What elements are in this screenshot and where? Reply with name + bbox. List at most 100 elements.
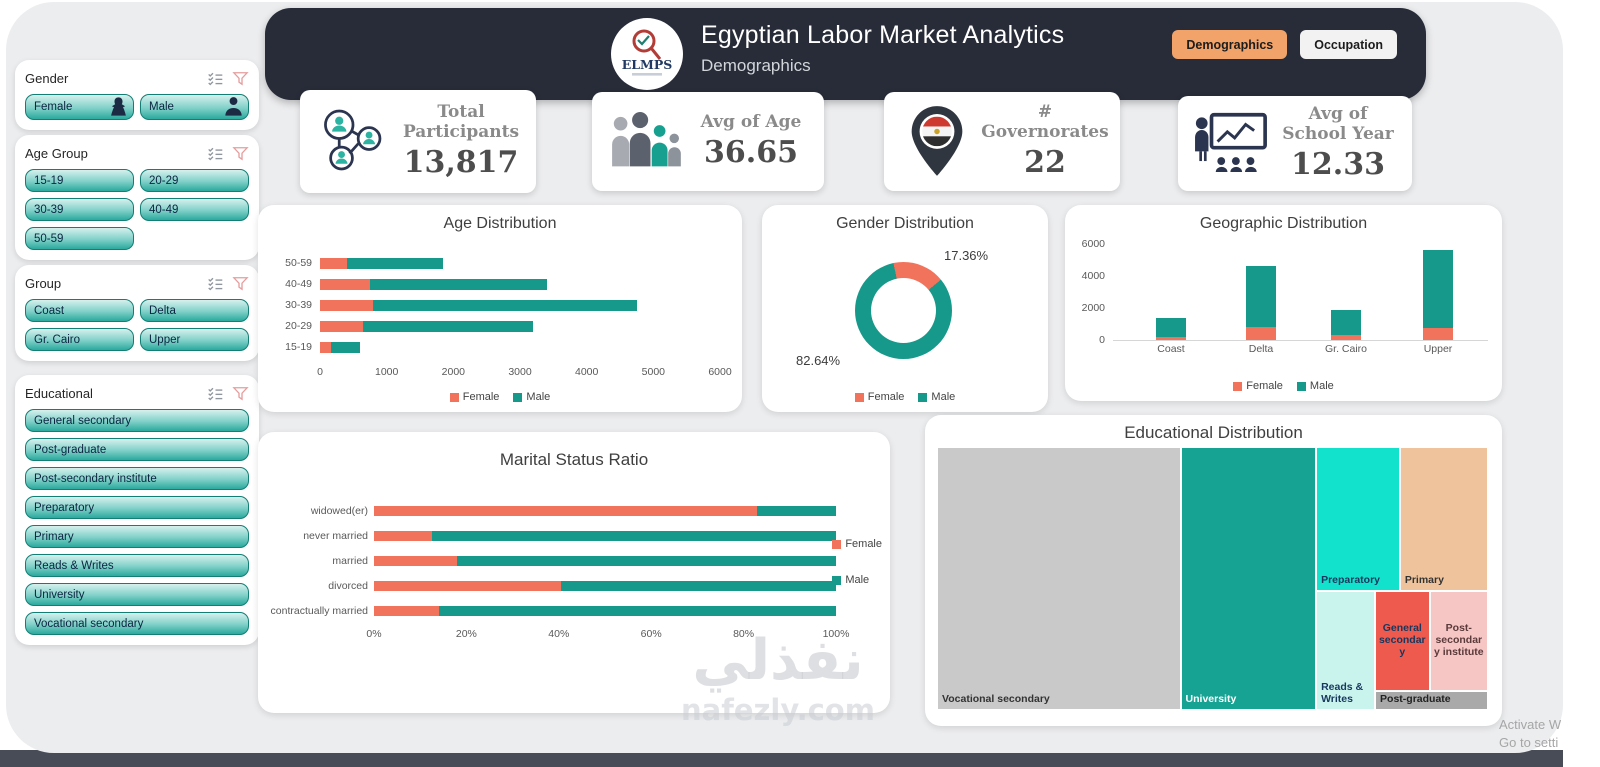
treemap-tile-university[interactable]: University <box>1180 447 1317 710</box>
filter-option-group-delta[interactable]: Delta <box>140 299 249 322</box>
marital-x-axis: 0% 20% 40% 60% 80% 100% <box>366 628 849 642</box>
kpi-card-governorates: # Governorates 22 <box>884 92 1120 191</box>
axis-category-label: married <box>332 555 368 567</box>
dashboard-canvas: ELMPS Egyptian Labor Market Analytics De… <box>6 2 1563 753</box>
bar-segment-female[interactable] <box>320 341 332 353</box>
filter-option-age-group-50-59[interactable]: 50-59 <box>25 227 134 250</box>
filter-option-educational-university[interactable]: University <box>25 583 249 606</box>
treemap-tile-vocational-secondary[interactable]: Vocational secondary <box>937 447 1181 710</box>
bar-segment-male[interactable] <box>561 581 836 591</box>
bar-segment-male[interactable] <box>438 606 836 616</box>
taskbar-strip <box>0 750 1563 767</box>
filter-option-age-group-40-49[interactable]: 40-49 <box>140 198 249 221</box>
legend-label: Male <box>845 574 870 586</box>
bar-segment-male[interactable] <box>363 320 534 332</box>
treemap-label: Preparatory <box>1321 574 1381 587</box>
axis-category-label: 50-59 <box>285 257 312 269</box>
bar-segment-male[interactable] <box>1246 265 1276 328</box>
bar-segment-male[interactable] <box>757 506 836 516</box>
bar-segment-male[interactable] <box>1156 318 1186 337</box>
filter-option-educational-general-secondary[interactable]: General secondary <box>25 409 249 432</box>
bar-segment-female[interactable] <box>320 257 347 269</box>
filter-icon[interactable] <box>232 386 249 401</box>
kpi-label: Total Participants <box>402 102 520 142</box>
bar-segment-female[interactable] <box>320 320 364 332</box>
column-delta <box>1246 265 1276 340</box>
bar-segment-male[interactable] <box>331 341 360 353</box>
bar-segment-female[interactable] <box>320 278 370 290</box>
bar-segment-male[interactable] <box>346 257 444 269</box>
select-all-icon[interactable] <box>207 146 224 161</box>
filter-icon[interactable] <box>232 276 249 291</box>
bar-segment-male[interactable] <box>431 531 836 541</box>
select-all-icon[interactable] <box>207 386 224 401</box>
nav-occupation-button[interactable]: Occupation <box>1300 30 1397 59</box>
axis-category-label: 15-19 <box>285 341 312 353</box>
filter-option-gender-female[interactable]: Female <box>25 94 134 120</box>
filter-option-age-group-20-29[interactable]: 20-29 <box>140 169 249 192</box>
select-all-icon[interactable] <box>207 71 224 86</box>
chart-legend-age: Female Male <box>258 391 742 403</box>
filter-option-educational-preparatory[interactable]: Preparatory <box>25 496 249 519</box>
select-all-icon[interactable] <box>207 276 224 291</box>
treemap-tile-post-graduate[interactable]: Post-graduate <box>1375 690 1488 710</box>
filter-option-educational-post-graduate[interactable]: Post-graduate <box>25 438 249 461</box>
bar-segment-male[interactable] <box>1423 250 1453 328</box>
treemap-tile-preparatory[interactable]: Preparatory <box>1316 447 1400 591</box>
filter-option-group-gr-cairo[interactable]: Gr. Cairo <box>25 328 134 351</box>
teacher-board-icon <box>1188 103 1274 185</box>
gender-distribution-card: Gender Distribution 17.36% 82.64% Female Mal… <box>762 205 1048 412</box>
filter-icon[interactable] <box>232 71 249 86</box>
axis-category-label: 30-39 <box>285 299 312 311</box>
treemap-tile-primary[interactable]: Primary <box>1399 447 1488 591</box>
legend-swatch <box>1296 381 1306 391</box>
bar-segment-female[interactable] <box>374 506 758 516</box>
bar-segment-female[interactable] <box>374 531 432 541</box>
filter-option-educational-post-secondary-institute[interactable]: Post-secondary institute <box>25 467 249 490</box>
column-gr-cairo <box>1331 310 1361 340</box>
kpi-card-avg-of-school-year: Avg of School Year 12.33 <box>1178 96 1412 191</box>
treemap-tile-general-secondary[interactable]: General secondary <box>1375 590 1430 691</box>
bar-segment-female[interactable] <box>374 556 458 566</box>
filter-option-age-group-15-19[interactable]: 15-19 <box>25 169 134 192</box>
filter-panel-age-group: Age Group 15-19 20-29 30-39 40-49 50-59 <box>15 135 259 260</box>
filter-option-educational-primary[interactable]: Primary <box>25 525 249 548</box>
age-bar-row: 30-39 <box>274 299 720 311</box>
educational-distribution-card: Educational Distribution Vocational secon… <box>925 415 1502 726</box>
legend-swatch <box>832 539 842 549</box>
bar-segment-female[interactable] <box>1246 327 1276 340</box>
axis-tick-label: 0 <box>317 366 323 378</box>
filter-option-label: Coast <box>34 304 65 317</box>
axis-category-label: never married <box>303 530 368 542</box>
bar-segment-female[interactable] <box>374 606 439 616</box>
filter-sidebar: Gender Female Male Age Group 15-19 20-29 30-39… <box>15 60 259 650</box>
filter-option-gender-male[interactable]: Male <box>140 94 249 120</box>
bar-segment-male[interactable] <box>1331 310 1361 336</box>
axis-tick-label: 3000 <box>508 366 532 378</box>
treemap-tile-reads-writes[interactable]: Reads & Writes <box>1316 590 1376 710</box>
age-x-axis: 0 1000 2000 3000 4000 5000 6000 <box>317 366 732 380</box>
nav-demographics-button[interactable]: Demographics <box>1172 30 1288 59</box>
bar-segment-male[interactable] <box>373 299 637 311</box>
bar-segment-female[interactable] <box>320 299 374 311</box>
dashboard-header: ELMPS Egyptian Labor Market Analytics De… <box>265 8 1426 100</box>
family-icon <box>602 101 688 183</box>
treemap-tile-post-secondary-institute[interactable]: Post-secondary institute <box>1429 590 1488 691</box>
filter-option-group-coast[interactable]: Coast <box>25 299 134 322</box>
bar-segment-female[interactable] <box>1331 335 1361 340</box>
axis-tick-label: 20% <box>455 628 477 640</box>
filter-option-educational-vocational-secondary[interactable]: Vocational secondary <box>25 612 249 635</box>
data-label-male-pct: 82.64% <box>796 353 841 368</box>
bar-segment-female[interactable] <box>374 581 562 591</box>
filter-icon[interactable] <box>232 146 249 161</box>
bar-segment-female[interactable] <box>1156 336 1186 340</box>
bar-segment-male[interactable] <box>457 556 836 566</box>
filter-option-group-upper[interactable]: Upper <box>140 328 249 351</box>
filter-option-educational-reads-writes[interactable]: Reads & Writes <box>25 554 249 577</box>
bar-segment-male[interactable] <box>370 278 547 290</box>
filter-panel-header: Educational <box>25 383 249 403</box>
filter-option-label: Post-graduate <box>34 443 107 456</box>
bar-segment-female[interactable] <box>1423 328 1453 340</box>
filter-option-label: 40-49 <box>149 203 179 216</box>
filter-option-age-group-30-39[interactable]: 30-39 <box>25 198 134 221</box>
